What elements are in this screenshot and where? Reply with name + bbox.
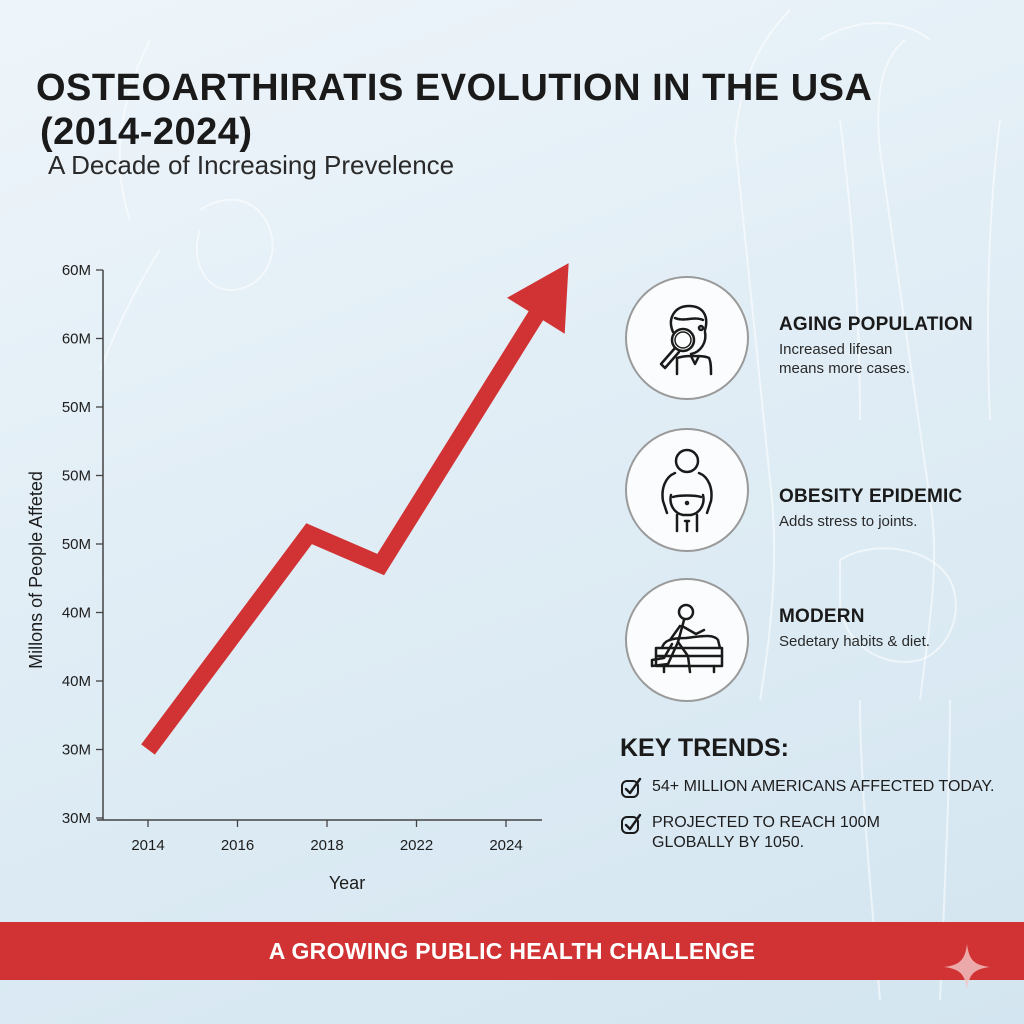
trend-item: 54+ MILLION AMERICANS AFFECTED TODAY.: [620, 777, 1020, 799]
factor-text: AGING POPULATION Increased lifesan means…: [779, 314, 973, 378]
y-axis-ticks: 30M 30M 40M 40M 50M 50M 50M 60M 60M: [62, 262, 103, 827]
chart-series: [141, 263, 569, 755]
y-tick-label: 30M: [62, 810, 91, 827]
trend-text: PROJECTED TO REACH 100M GLOBALLY BY 1050…: [652, 813, 880, 853]
x-tick-label: 2014: [131, 837, 164, 854]
factor-modern-lifestyle: MODERN Sedetary habits & diet.: [625, 578, 1015, 708]
factor-description: Increased lifesan means more cases.: [779, 340, 973, 378]
key-trends-heading: KEY TRENDS:: [620, 734, 790, 762]
title-line-2: (2014-2024): [40, 111, 253, 153]
y-tick-label: 40M: [62, 605, 91, 622]
x-tick-label: 2024: [489, 837, 522, 854]
person-on-couch-icon: [650, 603, 724, 674]
y-tick-label: 60M: [62, 331, 91, 348]
y-tick-label: 30M: [62, 742, 91, 759]
x-tick-label: 2018: [310, 837, 343, 854]
factor-title: AGING POPULATION: [779, 314, 973, 335]
trend-line-2: GLOBALLY BY 1050.: [652, 834, 805, 851]
y-tick-label: 50M: [62, 536, 91, 553]
factor-icon-circle: [625, 578, 749, 702]
series-arrowhead: [506, 263, 569, 334]
factor-title: MODERN: [779, 606, 865, 627]
trend-text: 54+ MILLION AMERICANS AFFECTED TODAY.: [652, 777, 994, 797]
factor-title: OBESITY EPIDEMIC: [779, 486, 963, 507]
page-title: OSTEOARTHIRATIS EVOLUTION IN THE USA (20…: [36, 66, 872, 154]
y-axis-title: Millons of People Affeted: [26, 471, 46, 669]
sparkle-icon: [944, 944, 990, 990]
page-subtitle: A Decade of Increasing Prevelence: [48, 150, 455, 180]
line-chart: 30M 30M 40M 40M 50M 50M 50M 60M 60M 2014 2016 2018…: [26, 262, 569, 893]
bottom-banner: A GROWING PUBLIC HEALTH CHALLENGE: [0, 922, 1024, 980]
y-tick-label: 50M: [62, 468, 91, 485]
series-line: [141, 307, 546, 755]
x-axis-ticks: 2014 2016 2018 2022 2024: [131, 820, 523, 854]
factor-obesity-epidemic: OBESITY EPIDEMIC Adds stress to joints.: [625, 428, 1015, 558]
key-trends-section: KEY TRENDS: 54+ MILLION AMERICANS AFFECT…: [620, 734, 1020, 853]
checkbox-checked-icon: [621, 777, 642, 798]
chart-axes: [97, 270, 542, 821]
data-point: [568, 263, 569, 264]
y-tick-label: 60M: [62, 262, 91, 279]
data-point: [148, 749, 149, 750]
y-tick-label: 50M: [62, 399, 91, 416]
factor-text: OBESITY EPIDEMIC Adds stress to joints.: [779, 486, 962, 531]
trend-line-1: 54+ MILLION AMERICANS AFFECTED TODAY.: [652, 778, 995, 795]
x-tick-label: 2022: [400, 837, 433, 854]
trend-line-1: PROJECTED TO REACH 100M: [652, 814, 880, 831]
checkbox-checked-icon: [621, 813, 642, 834]
title-line-1: OSTEOARTHIRATIS EVOLUTION IN THE USA: [36, 67, 873, 109]
factor-description: Adds stress to joints.: [779, 512, 962, 531]
factor-icon-circle: [625, 276, 749, 400]
factor-icon-circle: [625, 428, 749, 552]
trend-item: PROJECTED TO REACH 100M GLOBALLY BY 1050…: [620, 813, 1020, 853]
data-point: [380, 564, 381, 565]
factor-text: MODERN Sedetary habits & diet.: [779, 606, 930, 651]
banner-text: A GROWING PUBLIC HEALTH CHALLENGE: [268, 937, 756, 964]
obese-person-icon: [661, 448, 713, 533]
factor-description: Sedetary habits & diet.: [779, 632, 930, 651]
x-tick-label: 2016: [221, 837, 254, 854]
factor-desc-line-1: Adds stress to joints.: [779, 513, 918, 530]
factor-aging-population: AGING POPULATION Increased lifesan means…: [625, 276, 1015, 406]
factor-desc-line-1: Sedetary habits & diet.: [779, 633, 930, 650]
data-point: [309, 533, 310, 534]
x-axis-title: Year: [329, 873, 365, 893]
factor-desc-line-1: Increased lifesan: [779, 341, 893, 358]
factor-desc-line-2: means more cases.: [779, 360, 910, 377]
y-tick-label: 40M: [62, 673, 91, 690]
magnifier-person-icon: [659, 304, 713, 376]
